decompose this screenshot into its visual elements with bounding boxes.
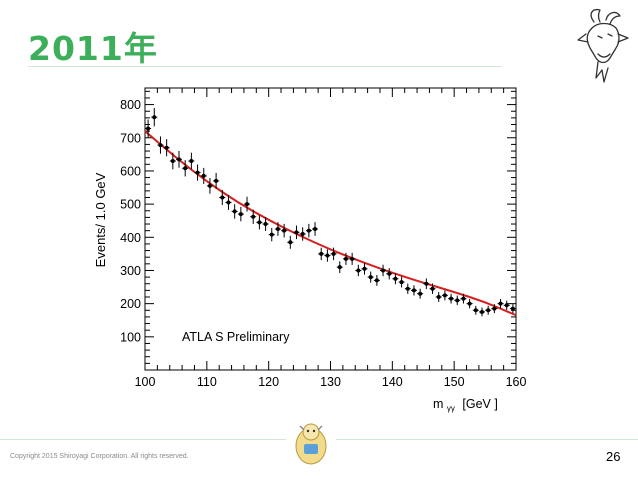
x-tick-label: 140 (382, 375, 403, 389)
y-tick-label: 200 (120, 297, 141, 311)
data-point (244, 196, 251, 212)
data-point (330, 247, 337, 261)
data-point (213, 172, 220, 189)
data-point (441, 290, 448, 301)
x-axis-label-main: m (433, 397, 443, 411)
data-point (491, 304, 498, 314)
data-point (429, 283, 436, 294)
slide-title: 2011年 (28, 29, 158, 68)
data-point (386, 268, 393, 280)
footer-divider-left (0, 439, 286, 440)
data-point (410, 285, 417, 296)
goat-icon (577, 8, 629, 83)
data-point (176, 150, 183, 168)
copyright-text: Copyright 2015 Shiroyagi Corporation. Al… (10, 453, 189, 460)
data-point (305, 223, 312, 238)
y-tick-label: 300 (120, 264, 141, 278)
y-tick-label: 700 (120, 131, 141, 145)
x-tick-label: 130 (320, 375, 341, 389)
x-tick-label: 150 (444, 375, 465, 389)
data-point (392, 273, 399, 285)
data-point (336, 261, 343, 273)
data-point (225, 195, 232, 210)
data-point (460, 293, 467, 304)
x-axis-label: m γγ [GeV ] (433, 397, 498, 414)
data-point (367, 271, 374, 283)
data-point (281, 223, 288, 238)
data-point (287, 235, 294, 249)
preliminary-annotation: ATLA S Preliminary (182, 330, 290, 344)
data-point (256, 215, 263, 230)
data-point (355, 264, 362, 277)
x-tick-label: 100 (135, 375, 156, 389)
data-point (163, 139, 170, 157)
data-point (423, 278, 430, 290)
y-axis-label: Events/ 1.0 GeV (93, 172, 108, 267)
data-point (417, 288, 424, 299)
y-tick-label: 800 (120, 98, 141, 112)
footer-divider-right (336, 439, 638, 440)
data-point (485, 305, 492, 315)
data-point (250, 209, 257, 224)
mascot-icon (295, 423, 327, 465)
data-point (231, 204, 238, 219)
data-point (145, 119, 152, 138)
data-point (169, 152, 176, 170)
data-point (299, 227, 306, 241)
data-point (182, 160, 189, 177)
chart: 100 110 120 130 140 150 160 100 200 300 400 500 600 7… (93, 87, 527, 414)
plot-frame (144, 87, 517, 371)
data-point (206, 178, 213, 194)
data-point (373, 274, 380, 286)
data-point (497, 298, 504, 309)
data-point (293, 225, 300, 240)
data-point (200, 167, 207, 184)
data-point (435, 292, 442, 302)
data-point (219, 189, 226, 206)
data-point (349, 252, 356, 265)
x-tick-label: 110 (197, 375, 217, 389)
data-point (312, 222, 319, 236)
x-axis-label-unit: [GeV ] (462, 397, 497, 411)
data-point (448, 293, 455, 304)
x-tick-label: 160 (506, 375, 527, 389)
data-point (342, 252, 349, 265)
x-tick-label: 120 (258, 375, 279, 389)
data-point (404, 283, 411, 294)
data-point (324, 249, 331, 262)
title-divider (28, 66, 502, 67)
data-point (157, 136, 164, 154)
data-point (262, 217, 269, 231)
data-point (509, 304, 516, 314)
y-tick-label: 500 (120, 198, 141, 212)
data-point (472, 305, 479, 315)
fit-curve (144, 130, 517, 317)
data-point (454, 295, 461, 306)
data-point (188, 152, 195, 170)
data-point (466, 298, 473, 309)
data-point (268, 227, 275, 242)
data-point (398, 276, 405, 288)
data-point (194, 164, 201, 181)
y-tick-label: 600 (120, 164, 141, 178)
data-point (151, 108, 158, 127)
data-point (318, 247, 325, 261)
data-point (380, 264, 387, 277)
data-point (478, 307, 485, 317)
x-axis-label-sub: γγ (447, 404, 455, 413)
data-point (237, 206, 244, 222)
y-tick-label: 400 (120, 231, 141, 245)
page-number: 26 (606, 449, 621, 464)
data-point (274, 222, 281, 236)
data-point (503, 300, 510, 310)
data-point (361, 263, 368, 275)
y-tick-label: 100 (120, 330, 141, 344)
